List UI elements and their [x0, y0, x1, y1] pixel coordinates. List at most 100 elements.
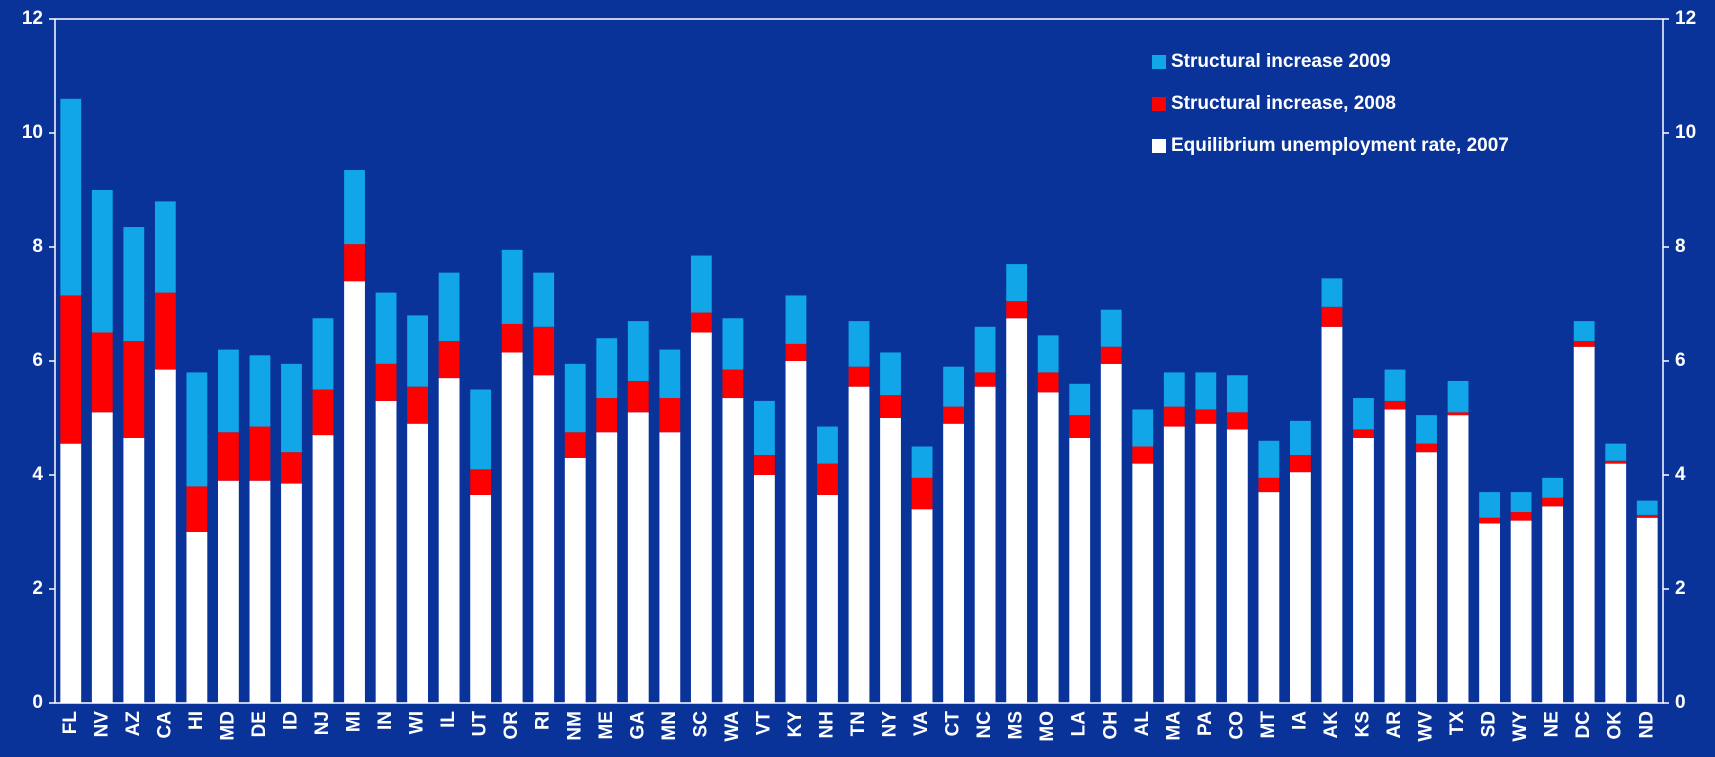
bar-segment: [754, 475, 775, 703]
x-tick-label: WY: [1510, 711, 1531, 742]
y-tick-label: 8: [32, 236, 43, 257]
y2-tick-label: 4: [1675, 464, 1686, 485]
bar-segment: [659, 398, 681, 433]
bar-segment: [627, 380, 649, 413]
bar-segment: [1384, 409, 1406, 703]
bar-segment: [1416, 452, 1437, 703]
y-tick-label: 0: [32, 692, 43, 713]
x-tick-label: VT: [753, 711, 774, 736]
y-tick-label: 10: [22, 122, 43, 143]
bar-segment: [1447, 415, 1469, 703]
x-tick-label: AR: [1384, 711, 1405, 739]
bar-segment: [1006, 264, 1028, 302]
bar-segment: [186, 486, 208, 532]
bar-segment: [281, 483, 302, 703]
bar-segment: [1290, 455, 1311, 473]
bar-segment: [154, 292, 176, 370]
bar-segment: [1510, 492, 1532, 513]
x-tick-label: CA: [154, 711, 175, 739]
bar-segment: [344, 170, 365, 245]
bar-segment: [1069, 437, 1091, 703]
bar-segment: [1353, 398, 1374, 430]
bar-segment: [1573, 321, 1595, 342]
bar-segment: [1573, 346, 1595, 703]
bar-segment: [627, 412, 649, 703]
bar-segment: [1321, 306, 1343, 327]
bar-segment: [533, 272, 555, 327]
x-tick-label: CT: [943, 711, 964, 737]
x-tick-label: NC: [974, 711, 995, 739]
x-tick-label: MA: [1163, 711, 1184, 741]
bar-segment: [911, 446, 933, 478]
bar-segment: [91, 412, 113, 703]
x-tick-label: SD: [1479, 711, 1500, 737]
bar-segment: [817, 494, 838, 703]
bar-segment: [943, 366, 964, 407]
y2-tick-label: 12: [1675, 8, 1696, 29]
bar-segment: [218, 432, 239, 481]
x-tick-label: WI: [407, 711, 428, 734]
x-tick-label: DE: [249, 711, 270, 737]
bar-segment: [218, 480, 239, 703]
bar-segment: [438, 272, 460, 342]
bar-segment: [1353, 429, 1374, 438]
bar-segment: [596, 432, 618, 703]
bar-segment: [690, 312, 712, 333]
bar-segment: [1258, 477, 1280, 493]
x-tick-label: TX: [1447, 711, 1468, 736]
bar-segment: [848, 366, 870, 387]
x-tick-label: MI: [344, 711, 365, 732]
bar-segment: [1636, 514, 1658, 518]
x-tick-label: WV: [1416, 711, 1437, 742]
bar-segment: [60, 443, 82, 703]
x-tick-label: DC: [1573, 711, 1594, 739]
x-tick-label: NM: [564, 711, 585, 741]
bar-segment: [1636, 500, 1658, 515]
bar-segment: [974, 326, 996, 373]
y2-tick-label: 0: [1675, 692, 1686, 713]
bar-segment: [1605, 460, 1627, 464]
bar-segment: [722, 398, 744, 703]
bar-segment: [1510, 512, 1532, 521]
x-tick-label: OH: [1100, 711, 1121, 740]
x-tick-label: NV: [91, 711, 112, 738]
bar-segment: [1195, 409, 1217, 424]
x-tick-label: AZ: [123, 711, 144, 737]
bar-segment: [659, 432, 681, 703]
bar-segment: [249, 355, 271, 427]
bar-segment: [91, 190, 113, 333]
bar-segment: [1416, 415, 1437, 444]
bar-segment: [1542, 506, 1564, 703]
bar-segment: [123, 437, 145, 703]
bar-segment: [1542, 477, 1564, 498]
bar-segment: [722, 318, 744, 370]
bar-segment: [60, 98, 82, 296]
x-tick-label: TN: [848, 711, 869, 736]
bar-segment: [1258, 492, 1280, 703]
bar-segment: [186, 532, 208, 703]
x-tick-label: UT: [470, 711, 491, 737]
bar-segment: [1100, 309, 1122, 347]
x-tick-label: MS: [1006, 711, 1027, 740]
bar-segment: [501, 323, 523, 353]
bar-segment: [1006, 301, 1028, 319]
bar-segment: [1416, 443, 1437, 453]
bar-segment: [564, 457, 586, 703]
x-tick-label: MD: [217, 711, 238, 741]
bar-segment: [690, 255, 712, 313]
bar-segment: [154, 369, 176, 703]
bar-segment: [1510, 520, 1532, 703]
x-tick-label: MN: [659, 711, 680, 741]
x-tick-label: HI: [186, 711, 207, 730]
bar-segment: [1132, 463, 1154, 703]
bar-segment: [596, 338, 618, 399]
x-tick-label: MO: [1037, 711, 1058, 742]
x-tick-label: AK: [1321, 711, 1342, 739]
bar-segment: [1006, 318, 1028, 703]
x-tick-label: KY: [785, 711, 806, 738]
x-tick-label: IL: [438, 711, 459, 728]
bar-segment: [249, 480, 271, 703]
bar-segment: [407, 315, 428, 387]
bar-segment: [281, 452, 302, 484]
bar-segment: [785, 343, 807, 361]
